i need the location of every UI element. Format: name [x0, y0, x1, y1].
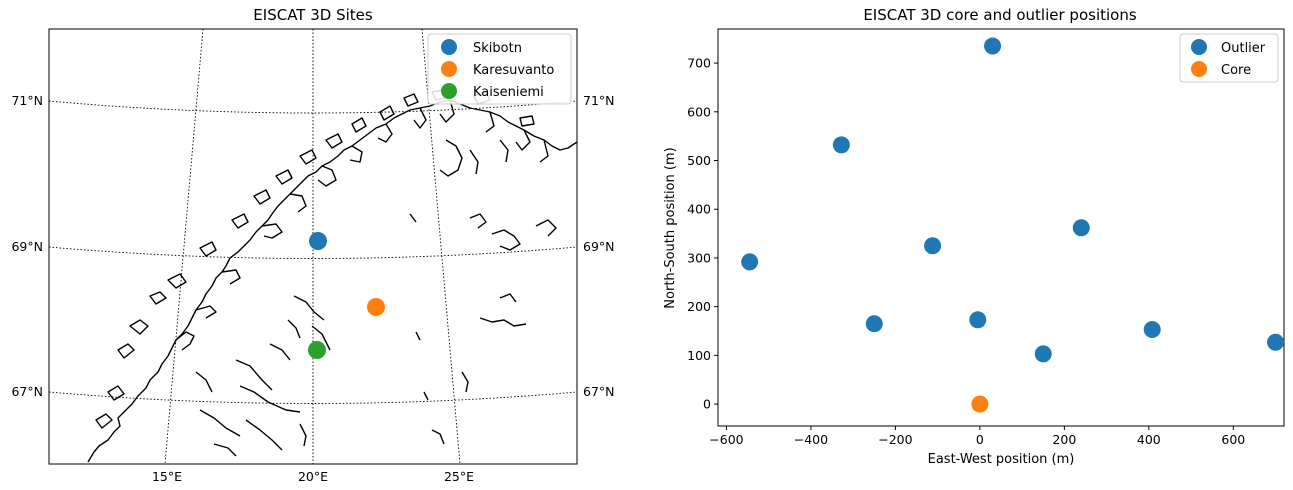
site-marker-kaiseniemi [308, 341, 326, 359]
legend-label-core: Core [1221, 63, 1251, 78]
x-tick-label: 600 [1221, 432, 1245, 447]
y-axis-label: North-South position (m) [663, 147, 678, 308]
y-tick-label: 300 [687, 250, 711, 265]
legend-marker-skibotn [441, 39, 457, 55]
scatter-point-outlier [984, 37, 1002, 55]
legend-label-karesuvanto: Karesuvanto [473, 63, 554, 78]
x-axis-label: East-West position (m) [928, 452, 1075, 467]
legend-label-skibotn: Skibotn [473, 41, 522, 56]
map-legend: Skibotn Karesuvanto Kaiseniemi [427, 33, 572, 105]
scatter-title: EISCAT 3D core and outlier positions [863, 6, 1137, 24]
lon-label-2: 25°E [444, 469, 474, 484]
map-panel: EISCAT 3D Sites [11, 6, 614, 484]
y-tick-label: 0 [703, 397, 711, 412]
lat-label-left-0: 71°N [11, 93, 43, 108]
scatter-point-outlier [865, 315, 883, 333]
x-tick-label: 0 [976, 432, 984, 447]
y-tick-label: 700 [687, 56, 711, 71]
scatter-point-outlier [1072, 219, 1090, 237]
scatter-point-outlier [969, 311, 987, 329]
scatter-point-outlier [1034, 345, 1052, 363]
scatter-points [741, 37, 1285, 413]
scatter-legend: Outlier Core [1179, 33, 1279, 83]
legend-marker-kaiseniemi [441, 83, 457, 99]
map-coastlines [87, 89, 577, 463]
legend-marker-core [1191, 61, 1207, 77]
legend-marker-outlier [1191, 39, 1207, 55]
y-tick-label: 400 [687, 202, 711, 217]
scatter-axes-frame [717, 28, 1285, 427]
lon-label-1: 20°E [298, 469, 328, 484]
map-frame [48, 28, 578, 465]
scatter-point-outlier [924, 237, 942, 255]
lat-label-left-2: 67°N [11, 384, 43, 399]
legend-label-kaiseniemi: Kaiseniemi [473, 85, 544, 100]
map-title: EISCAT 3D Sites [253, 6, 373, 24]
lat-label-right-1: 69°N [583, 239, 615, 254]
x-tick-label: 400 [1137, 432, 1161, 447]
scatter-point-outlier [741, 253, 759, 271]
legend-marker-karesuvanto [441, 61, 457, 77]
scatter-point-outlier [832, 136, 850, 154]
x-tick-label: 200 [1052, 432, 1076, 447]
lat-label-right-0: 71°N [583, 93, 615, 108]
legend-label-outlier: Outlier [1221, 41, 1266, 56]
site-marker-skibotn [309, 232, 327, 250]
x-tick-label: −200 [878, 432, 912, 447]
y-tick-label: 500 [687, 153, 711, 168]
site-marker-karesuvanto [367, 298, 385, 316]
lon-label-0: 15°E [152, 469, 182, 484]
scatter-point-outlier [1267, 333, 1285, 351]
scatter-point-outlier [1143, 321, 1161, 339]
y-tick-label: 100 [687, 348, 711, 363]
x-tick-label: −600 [709, 432, 743, 447]
lat-label-left-1: 69°N [11, 239, 43, 254]
y-tick-label: 200 [687, 299, 711, 314]
x-tick-label: −400 [794, 432, 828, 447]
x-axis: −600 −400 −200 0 200 400 600 [709, 426, 1245, 447]
scatter-point-core [971, 395, 989, 413]
y-axis: 0 100 200 300 400 500 600 700 [687, 56, 718, 412]
y-tick-label: 600 [687, 104, 711, 119]
lat-label-right-2: 67°N [583, 384, 615, 399]
scatter-panel: EISCAT 3D core and outlier positions −60… [663, 6, 1285, 467]
